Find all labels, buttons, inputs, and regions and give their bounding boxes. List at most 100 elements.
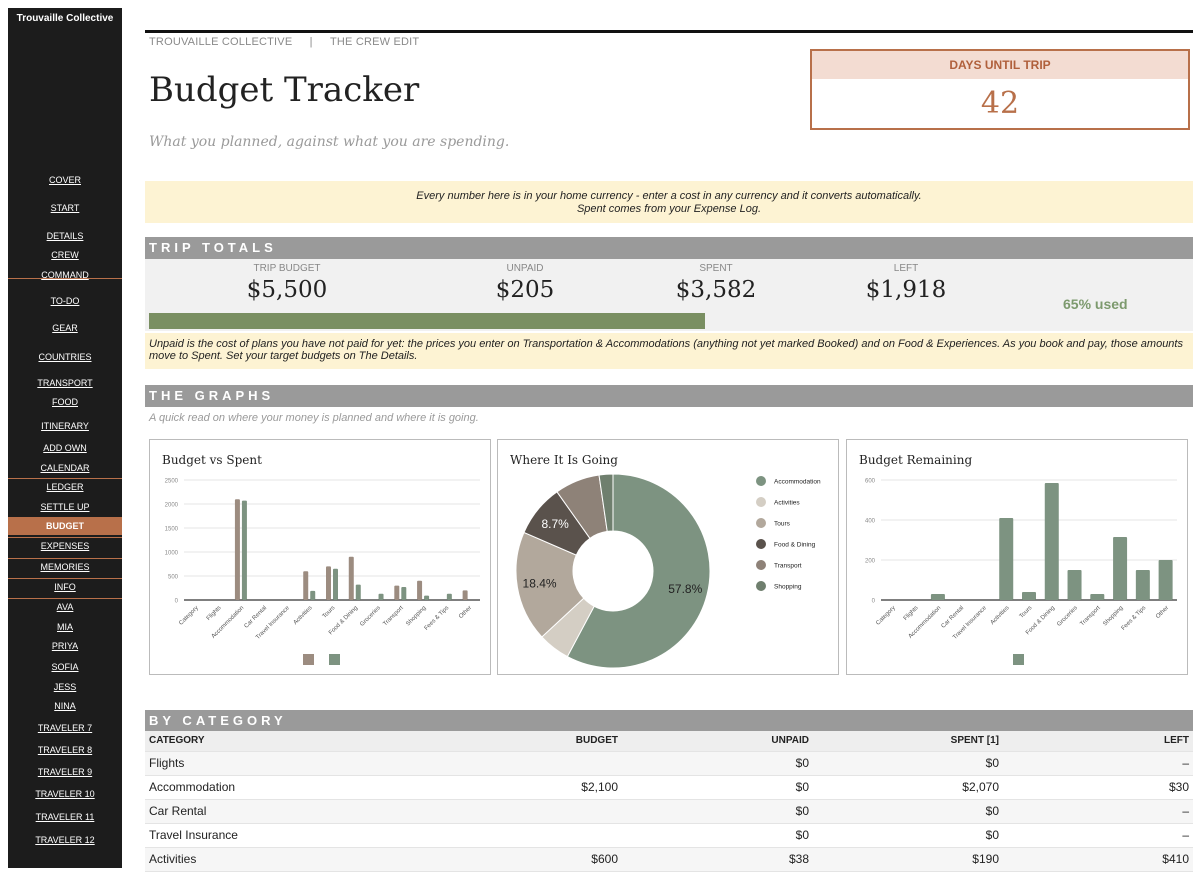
chart-budget-remaining-title: Budget Remaining <box>859 453 973 467</box>
sidebar-item-crew[interactable]: CREW <box>51 250 79 260</box>
bar-accommodation-spent <box>241 500 247 600</box>
sidebar-item-food[interactable]: FOOD <box>52 397 78 407</box>
category-name: Travel Insurance <box>149 828 238 842</box>
sidebar-divider <box>8 278 122 279</box>
y-tick-label: 500 <box>168 575 179 581</box>
x-tick-label: Transport <box>1079 605 1101 627</box>
sidebar-item-ledger[interactable]: LEDGER <box>46 482 84 492</box>
sidebar-item-cover[interactable]: COVER <box>48 175 81 185</box>
bar-activities <box>999 518 1014 600</box>
sidebar-item-memories[interactable]: MEMORIES <box>40 562 90 572</box>
category-name: Accommodation <box>149 780 236 794</box>
sidebar-item-jess[interactable]: JESS <box>53 682 77 692</box>
total-budget-label: TRIP BUDGET <box>253 263 321 274</box>
sidebar-item-traveler-7[interactable]: TRAVELER 7 <box>37 723 93 733</box>
sidebar-item-settle-up[interactable]: SETTLE UP <box>40 502 90 512</box>
bar-tours <box>1022 592 1036 600</box>
breadcrumb-crew-edit[interactable]: THE CREW EDIT <box>329 36 420 48</box>
sidebar-item-calendar[interactable]: CALENDAR <box>40 463 90 473</box>
sidebar-divider <box>8 519 122 520</box>
chart-budget-remaining: 0 200 400 600 Category Flights Accommodation Ca… <box>846 439 1188 675</box>
section-by-category: BY CATEGORY <box>145 710 1193 732</box>
table-row: Car Rental $0 $0 – <box>145 800 1193 824</box>
sidebar-item-budget[interactable]: BUDGET <box>8 517 122 535</box>
column-header-unpaid: UNPAID <box>771 735 809 746</box>
bar-groceries-spent <box>378 593 384 600</box>
bar-other <box>1158 560 1173 600</box>
sidebar-divider <box>8 537 122 538</box>
total-left: LEFT $1,918 <box>816 259 996 303</box>
sidebar-divider <box>8 558 122 559</box>
sidebar-item-traveler-8[interactable]: TRAVELER 8 <box>37 745 93 755</box>
cell-spent-1: $2,070 <box>962 780 999 794</box>
graphs-hint: A quick read on where your money is plan… <box>149 412 479 424</box>
sidebar-item-priya[interactable]: PRIYA <box>51 641 79 651</box>
x-tick-label: Groceries <box>359 605 382 628</box>
sidebar-divider <box>8 598 122 599</box>
bar-accommodation <box>930 594 945 600</box>
sidebar-item-traveler-9[interactable]: TRAVELER 9 <box>37 767 93 777</box>
bar-other-budget <box>462 590 468 600</box>
table-header: CATEGORY BUDGET UNPAID SPENT [1] LEFT <box>145 731 1193 752</box>
category-table: CATEGORY BUDGET UNPAID SPENT [1] LEFT Flights… <box>145 731 1193 872</box>
sidebar-item-add-own[interactable]: ADD OWN <box>43 443 87 453</box>
sidebar-item-sofia[interactable]: SOFIA <box>51 662 79 672</box>
sidebar-item-nina[interactable]: NINA <box>54 701 76 711</box>
bar-shopping-spent <box>424 595 430 600</box>
y-tick-label: 1500 <box>165 527 179 533</box>
sidebar-item-details[interactable]: DETAILS <box>46 231 84 241</box>
sidebar-item-info[interactable]: INFO <box>54 582 76 592</box>
sidebar-item-start[interactable]: START <box>50 203 80 213</box>
sidebar-item-traveler-11[interactable]: TRAVELER 11 <box>35 812 95 822</box>
slice-label: 8.7% <box>541 517 569 531</box>
days-until-trip-label: DAYS UNTIL TRIP <box>812 51 1188 79</box>
legend-dot <box>756 497 766 507</box>
cell-budget: $600 <box>591 852 618 866</box>
sidebar-item-mia[interactable]: MIA <box>56 622 73 632</box>
sidebar-item-command[interactable]: COMMAND <box>41 270 89 280</box>
breadcrumb-collective[interactable]: TROUVAILLE COLLECTIVE <box>149 36 293 48</box>
legend-dot <box>756 581 766 591</box>
bar-activities-budget <box>303 571 309 600</box>
sidebar-item-itinerary[interactable]: ITINERARY <box>41 421 89 431</box>
y-tick-label: 600 <box>865 479 876 485</box>
brand-title: Trouvaille Collective <box>16 13 114 24</box>
bar-fees-and-tips <box>1135 570 1150 600</box>
sidebar-item-to-do[interactable]: TO-DO <box>50 296 80 306</box>
days-until-trip-card: DAYS UNTIL TRIP 42 <box>810 49 1190 130</box>
sidebar-item-ava[interactable]: AVA <box>56 602 74 612</box>
x-tick-label: Category <box>178 605 199 626</box>
sidebar-item-transport[interactable]: TRANSPORT <box>37 378 93 388</box>
percent-used: 65% used <box>1063 296 1128 312</box>
breadcrumb: TROUVAILLE COLLECTIVE | THE CREW EDIT <box>149 36 419 48</box>
sidebar-item-countries[interactable]: COUNTRIES <box>38 352 92 362</box>
trip-totals: TRIP BUDGET $5,500 UNPAID $205 SPENT $3,… <box>145 259 1193 331</box>
y-tick-label: 2000 <box>165 503 179 509</box>
slice-label: 18.4% <box>523 577 557 591</box>
bar-food-and-dining-spent <box>355 584 361 600</box>
y-tick-label: 0 <box>175 599 179 605</box>
sidebar-divider <box>8 478 122 479</box>
x-tick-label: Tours <box>322 605 337 620</box>
chart-budget-vs-spent: 0 500 1000 1500 2000 2500 Category Flights Accom… <box>149 439 491 675</box>
bar-shopping-budget <box>417 580 423 600</box>
sidebar-item-traveler-10[interactable]: TRAVELER 10 <box>35 789 95 799</box>
sidebar-item-expenses[interactable]: EXPENSES <box>40 541 90 551</box>
category-name: Activities <box>149 852 197 866</box>
bar-groceries <box>1067 570 1082 600</box>
legend-label: Tours <box>774 521 791 528</box>
total-budget: TRIP BUDGET $5,500 <box>197 259 377 303</box>
sidebar-item-gear[interactable]: GEAR <box>52 323 78 333</box>
x-tick-label: Fees & Tips <box>424 605 451 632</box>
sidebar-item-traveler-12[interactable]: TRAVELER 12 <box>35 835 95 845</box>
y-tick-label: 1000 <box>165 551 179 557</box>
bar-shopping <box>1113 537 1128 600</box>
cell-spent-1: $190 <box>972 852 999 866</box>
legend-swatch <box>329 654 340 665</box>
y-tick-label: 0 <box>872 599 876 605</box>
cell-budget: $2,100 <box>581 780 618 794</box>
breadcrumb-separator: | <box>309 36 313 48</box>
column-header-left: LEFT <box>1164 735 1189 746</box>
